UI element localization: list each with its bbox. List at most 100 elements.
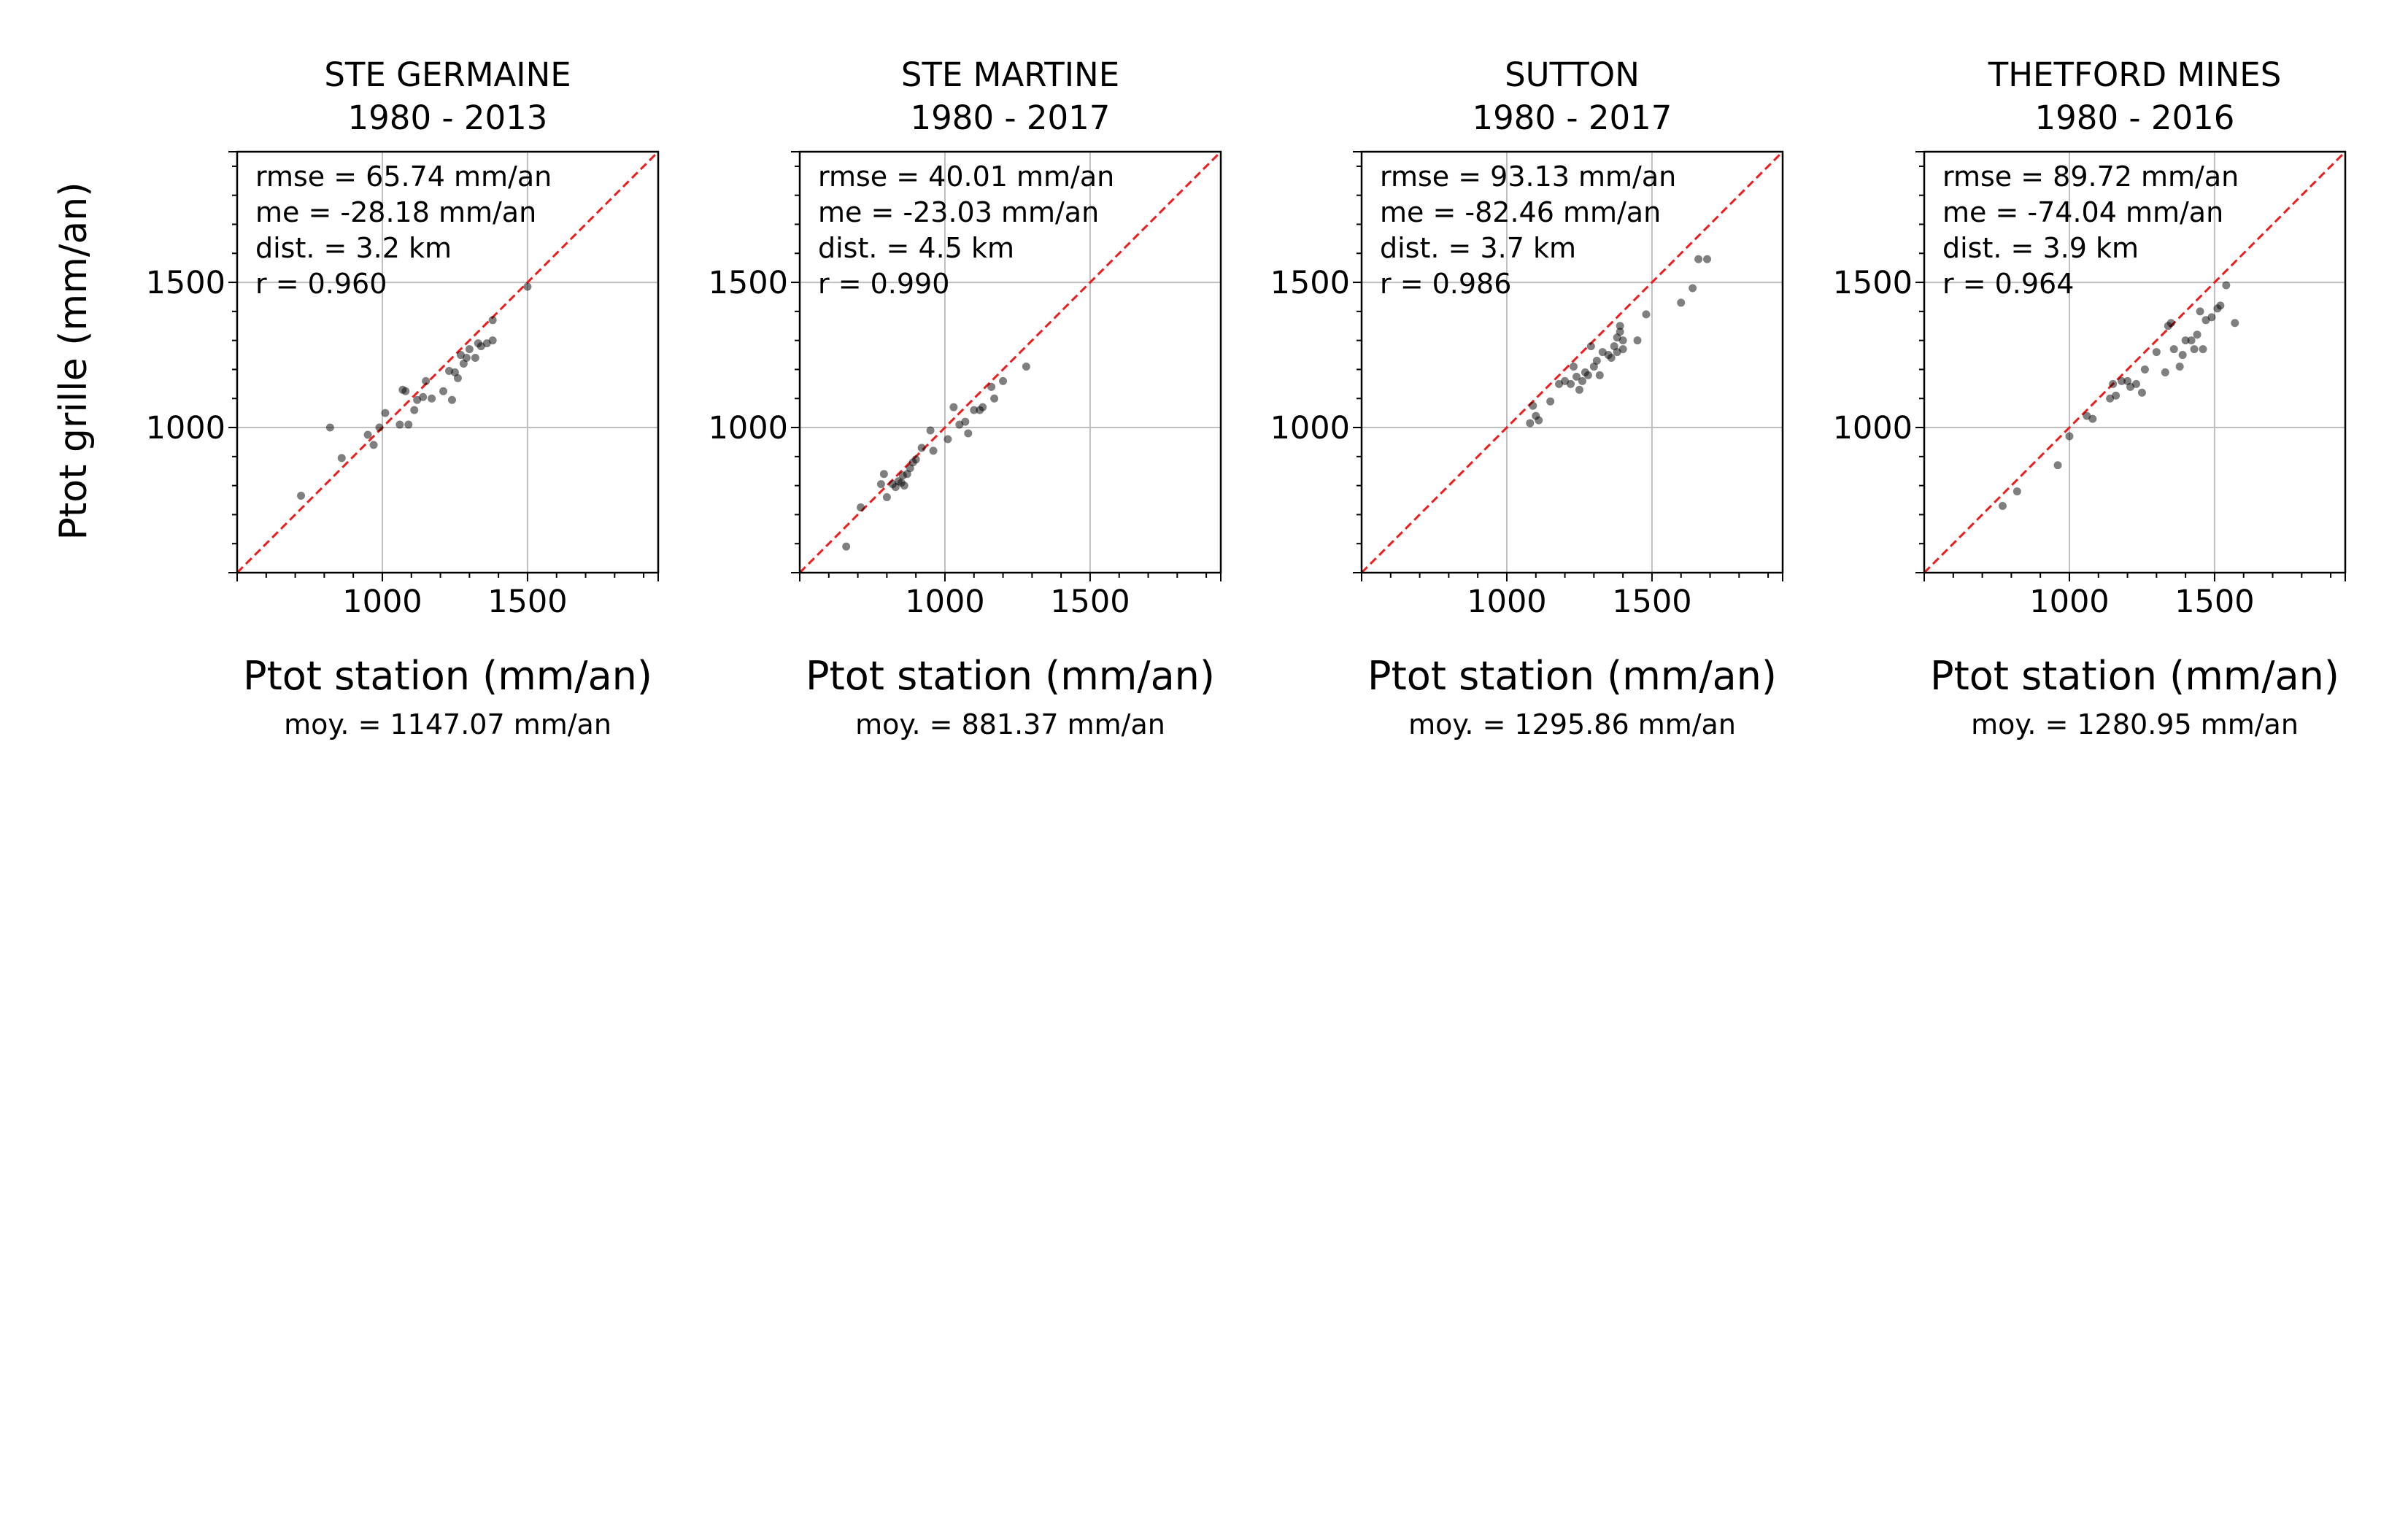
stats-line: dist. = 3.9 km: [1942, 232, 2139, 264]
panel-subtitle: 1980 - 2013: [348, 98, 548, 137]
x-tick-label: 1000: [2029, 584, 2109, 620]
data-point: [1677, 298, 1686, 307]
data-point: [1526, 419, 1535, 428]
stats-line: rmse = 89.72 mm/an: [1942, 160, 2239, 193]
data-point: [917, 444, 926, 452]
x-axis-label: Ptot station (mm/an): [806, 653, 1215, 699]
data-point: [2166, 319, 2175, 328]
panel-subtitle: 1980 - 2016: [2035, 98, 2235, 137]
data-point: [2181, 336, 2190, 345]
y-tick-label: 1500: [146, 265, 225, 301]
data-point: [1535, 416, 1543, 425]
data-point: [1616, 322, 1624, 330]
axes-frame: [798, 150, 1222, 574]
x-tick-label: 1500: [1050, 584, 1130, 620]
stats-line: r = 0.960: [255, 268, 387, 300]
data-point: [2065, 432, 2074, 441]
data-point: [926, 426, 935, 435]
data-point: [523, 282, 532, 291]
data-point: [447, 395, 456, 404]
data-point: [999, 376, 1008, 385]
data-point: [1022, 362, 1030, 371]
data-point: [1583, 371, 1592, 379]
stats-line: r = 0.964: [1942, 268, 2074, 300]
y-tick-label: 1500: [1270, 265, 1350, 301]
data-point: [1689, 284, 1697, 293]
mean-label: moy. = 1280.95 mm/an: [1971, 708, 2299, 740]
data-point: [297, 492, 306, 500]
data-point: [1529, 401, 1537, 410]
data-point: [381, 409, 390, 417]
panel-title: SUTTON: [1505, 55, 1640, 94]
data-point: [2178, 351, 2187, 360]
data-point: [1618, 345, 1627, 354]
data-point: [1618, 336, 1627, 345]
stats-line: r = 0.990: [818, 268, 949, 300]
data-point: [2169, 345, 2178, 354]
stats-line: r = 0.986: [1380, 268, 1511, 300]
data-point: [949, 403, 958, 411]
data-point: [876, 480, 885, 489]
stats-line: rmse = 40.01 mm/an: [818, 160, 1114, 193]
data-point: [911, 455, 920, 464]
data-point: [1567, 379, 1575, 388]
data-point: [2161, 368, 2169, 376]
data-point: [2152, 348, 2161, 357]
data-point: [488, 336, 497, 345]
data-point: [2137, 388, 2146, 397]
data-point: [1607, 354, 1616, 363]
data-point: [2190, 345, 2199, 354]
axes-frame: [1360, 150, 1784, 574]
data-point: [1546, 397, 1555, 406]
data-point: [471, 354, 479, 363]
data-point: [2112, 391, 2120, 400]
data-point: [369, 441, 378, 449]
axes-frame: [236, 150, 660, 574]
identity-line: [1923, 150, 2347, 574]
mean-label: moy. = 1295.86 mm/an: [1408, 708, 1736, 740]
data-point: [1998, 501, 2007, 510]
panel-title: STE GERMAINE: [324, 55, 571, 94]
panel-subtitle: 1980 - 2017: [1473, 98, 1672, 137]
data-point: [465, 345, 474, 354]
data-point: [395, 420, 404, 429]
data-point: [990, 394, 999, 403]
panel-title: STE MARTINE: [901, 55, 1119, 94]
figure-ylabel: Ptot grille (mm/an): [52, 182, 96, 541]
y-tick-label: 1500: [1833, 265, 1913, 301]
data-point: [987, 382, 996, 391]
data-point: [970, 406, 979, 414]
data-point: [1595, 371, 1604, 379]
data-point: [1569, 362, 1578, 371]
data-point: [325, 423, 334, 432]
stats-line: dist. = 4.5 km: [818, 232, 1014, 264]
data-point: [943, 435, 952, 444]
stats-line: dist. = 3.2 km: [255, 232, 452, 264]
data-point: [1694, 255, 1703, 263]
x-axis-label: Ptot station (mm/an): [1367, 653, 1777, 699]
stats-line: dist. = 3.7 km: [1380, 232, 1576, 264]
data-point: [882, 493, 891, 502]
data-point: [1575, 385, 1583, 394]
mean-label: moy. = 881.37 mm/an: [855, 708, 1165, 740]
data-point: [2013, 487, 2021, 496]
x-tick-label: 1000: [342, 584, 422, 620]
data-point: [2118, 376, 2126, 385]
data-point: [964, 429, 973, 438]
data-point: [2187, 336, 2196, 345]
data-point: [2222, 281, 2231, 290]
mean-label: moy. = 1147.07 mm/an: [284, 708, 611, 740]
data-point: [879, 470, 888, 479]
data-point: [842, 542, 851, 551]
x-tick-label: 1500: [1612, 584, 1691, 620]
data-point: [422, 376, 431, 385]
data-point: [2216, 301, 2225, 310]
data-point: [1586, 342, 1595, 351]
data-point: [929, 446, 938, 455]
identity-line: [1360, 150, 1784, 574]
y-tick-label: 1000: [146, 410, 225, 446]
